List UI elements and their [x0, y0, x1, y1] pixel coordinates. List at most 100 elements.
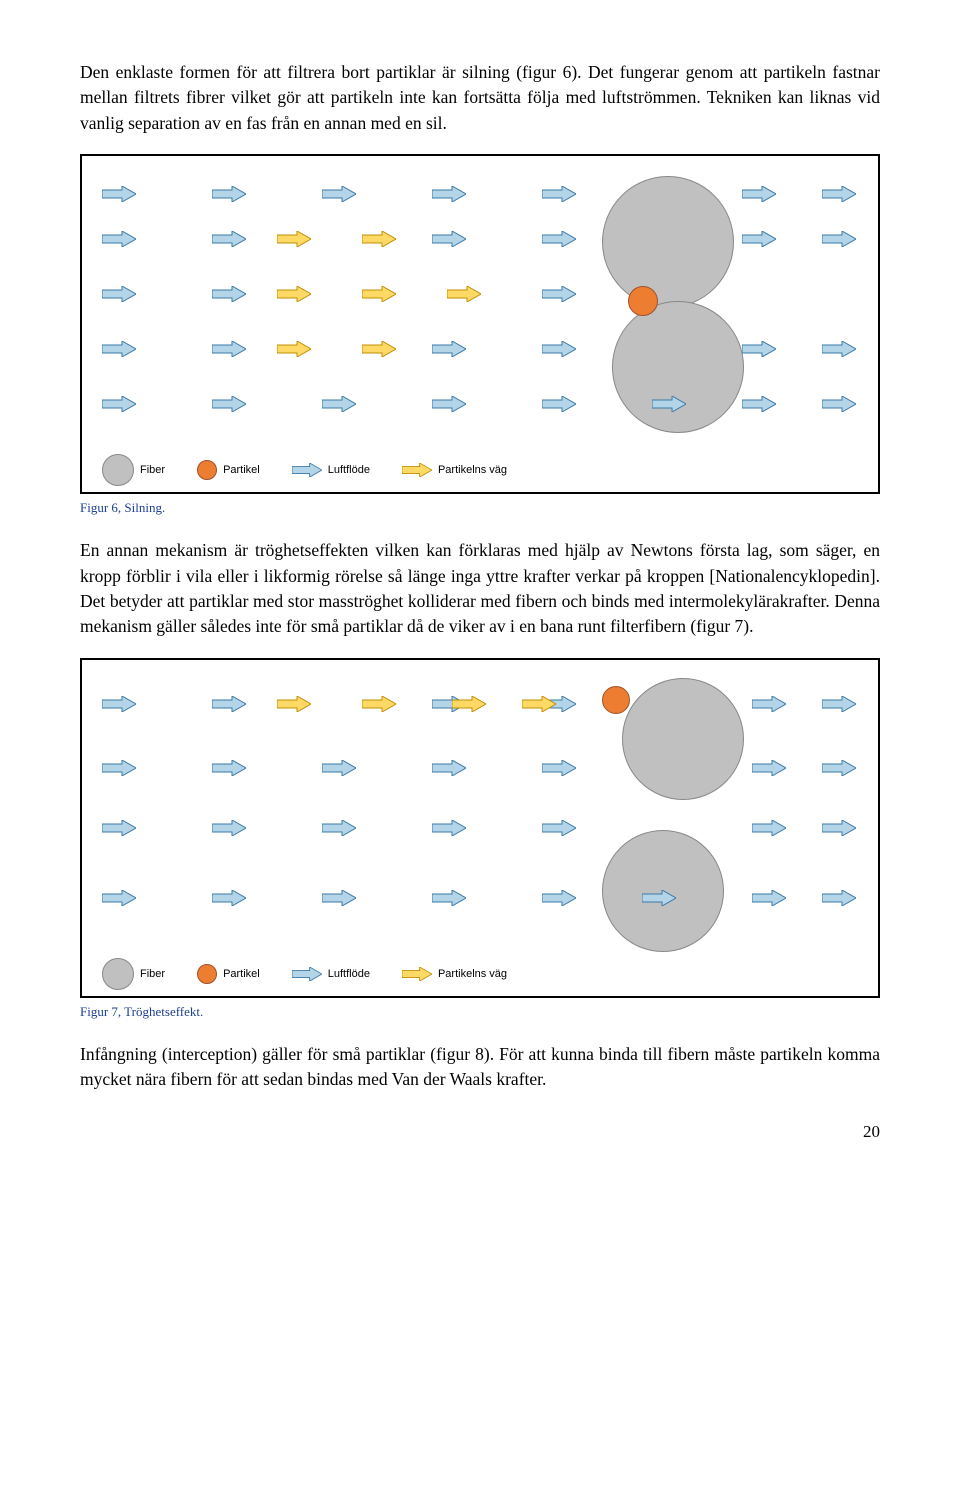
fiber [612, 301, 744, 433]
legend-particle: Partikel [197, 460, 260, 480]
airflow-arrow [432, 760, 466, 776]
airflow-arrow [432, 341, 466, 357]
airflow-arrow [322, 186, 356, 202]
legend: Fiber Partikel Luftflöde Partikelns väg [102, 454, 507, 486]
legend-airflow-label: Luftflöde [328, 464, 370, 476]
paragraph-3: Infångning (interception) gäller för små… [80, 1042, 880, 1093]
airflow-arrow [102, 286, 136, 302]
fiber [622, 678, 744, 800]
airflow-arrow [542, 820, 576, 836]
airflow-arrow [542, 341, 576, 357]
particle-path-arrow [362, 286, 396, 302]
legend-path: Partikelns väg [402, 967, 507, 981]
airflow-arrow [432, 820, 466, 836]
airflow-arrow [542, 760, 576, 776]
airflow-arrow [822, 186, 856, 202]
airflow-arrow [752, 760, 786, 776]
particle-path-arrow [522, 696, 556, 712]
airflow-arrow [542, 286, 576, 302]
airflow-arrow [322, 820, 356, 836]
airflow-arrow [102, 820, 136, 836]
particle-path-arrow [452, 696, 486, 712]
airflow-arrow [212, 760, 246, 776]
particle-path-arrow [362, 231, 396, 247]
legend-fiber-label: Fiber [140, 968, 165, 980]
airflow-arrow [542, 890, 576, 906]
airflow-arrow [212, 396, 246, 412]
particle-icon [197, 964, 217, 984]
airflow-arrow [432, 396, 466, 412]
airflow-arrow [102, 760, 136, 776]
particle-path-arrow [447, 286, 481, 302]
airflow-arrow [102, 396, 136, 412]
legend-path-label: Partikelns väg [438, 968, 507, 980]
airflow-arrow [822, 396, 856, 412]
particle-icon [197, 460, 217, 480]
legend-path-label: Partikelns väg [438, 464, 507, 476]
airflow-arrow [432, 231, 466, 247]
airflow-arrow [822, 820, 856, 836]
airflow-arrow [742, 396, 776, 412]
airflow-arrow [752, 890, 786, 906]
airflow-icon [292, 463, 322, 477]
particle [602, 686, 630, 714]
page-number: 20 [80, 1122, 880, 1142]
particle-path-arrow [277, 286, 311, 302]
airflow-arrow [752, 820, 786, 836]
fiber [602, 176, 734, 308]
airflow-arrow [432, 890, 466, 906]
particle-path-arrow [362, 696, 396, 712]
particle-path-arrow [277, 341, 311, 357]
legend-airflow: Luftflöde [292, 967, 370, 981]
airflow-arrow [212, 186, 246, 202]
airflow-arrow [102, 186, 136, 202]
airflow-arrow [542, 396, 576, 412]
airflow-arrow [212, 696, 246, 712]
airflow-arrow [102, 341, 136, 357]
airflow-arrow [102, 890, 136, 906]
figure-6-silning: Fiber Partikel Luftflöde Partikelns väg [80, 154, 880, 494]
caption-figure-7: Figur 7, Tröghetseffekt. [80, 1004, 880, 1020]
airflow-arrow [212, 231, 246, 247]
fiber-icon [102, 958, 134, 990]
airflow-arrow [822, 341, 856, 357]
legend-airflow-label: Luftflöde [328, 968, 370, 980]
airflow-icon [292, 967, 322, 981]
airflow-arrow [822, 231, 856, 247]
airflow-arrow [822, 760, 856, 776]
figure-7-troghetseffekt: Fiber Partikel Luftflöde Partikelns väg [80, 658, 880, 998]
legend-particle-label: Partikel [223, 464, 260, 476]
airflow-arrow [752, 696, 786, 712]
particle [628, 286, 658, 316]
legend: Fiber Partikel Luftflöde Partikelns väg [102, 958, 507, 990]
legend-particle: Partikel [197, 964, 260, 984]
airflow-arrow [102, 231, 136, 247]
path-icon [402, 463, 432, 477]
paragraph-2: En annan mekanism är tröghetseffekten vi… [80, 538, 880, 640]
particle-path-arrow [362, 341, 396, 357]
airflow-arrow [742, 231, 776, 247]
legend-path: Partikelns väg [402, 463, 507, 477]
airflow-arrow [212, 341, 246, 357]
airflow-arrow [212, 890, 246, 906]
airflow-arrow [742, 186, 776, 202]
airflow-arrow [212, 286, 246, 302]
legend-fiber: Fiber [102, 958, 165, 990]
airflow-arrow [322, 890, 356, 906]
airflow-arrow [542, 231, 576, 247]
particle-path-arrow [277, 696, 311, 712]
airflow-arrow [212, 820, 246, 836]
airflow-arrow [642, 890, 676, 906]
caption-figure-6: Figur 6, Silning. [80, 500, 880, 516]
legend-fiber-label: Fiber [140, 464, 165, 476]
paragraph-1: Den enklaste formen för att filtrera bor… [80, 60, 880, 136]
path-icon [402, 967, 432, 981]
airflow-arrow [432, 186, 466, 202]
airflow-arrow [822, 696, 856, 712]
airflow-arrow [652, 396, 686, 412]
legend-airflow: Luftflöde [292, 463, 370, 477]
airflow-arrow [322, 760, 356, 776]
airflow-arrow [542, 186, 576, 202]
fiber-icon [102, 454, 134, 486]
airflow-arrow [822, 890, 856, 906]
